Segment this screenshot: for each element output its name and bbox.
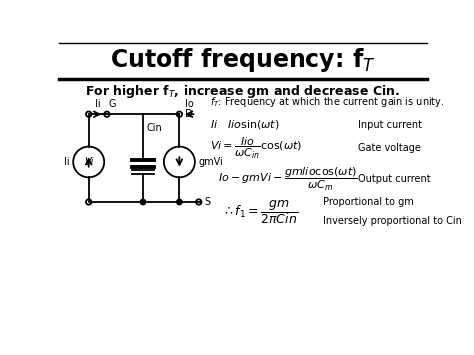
Circle shape (177, 199, 182, 205)
Text: Inversely proportional to Cin: Inversely proportional to Cin (323, 216, 462, 226)
Text: Ii: Ii (95, 99, 100, 109)
Circle shape (140, 199, 146, 205)
Text: $\mathit{Io} - \mathit{gmVi} - \dfrac{\mathit{gmlio}\cos(\omega t)}{\omega C_m}$: $\mathit{Io} - \mathit{gmVi} - \dfrac{\m… (218, 165, 358, 192)
Text: Cin: Cin (147, 124, 163, 133)
Text: $\therefore \mathit{f_1} = \dfrac{\mathit{gm}}{2\pi Cin}$: $\therefore \mathit{f_1} = \dfrac{\mathi… (222, 198, 298, 226)
Text: $\mathit{Ii}\quad \mathit{Iio}\sin(\omega t)$: $\mathit{Ii}\quad \mathit{Iio}\sin(\omeg… (210, 119, 280, 131)
Text: G: G (109, 99, 116, 109)
Text: Gate voltage: Gate voltage (357, 143, 420, 153)
Text: S: S (204, 197, 210, 207)
Text: Proportional to gm: Proportional to gm (323, 197, 413, 207)
Text: D: D (185, 109, 192, 119)
Text: Output current: Output current (357, 174, 430, 184)
Text: Io: Io (185, 99, 194, 109)
Text: $\mathit{Vi} = \dfrac{\mathit{Iio}}{\omega C_{in}}\cos(\omega t)$: $\mathit{Vi} = \dfrac{\mathit{Iio}}{\ome… (210, 136, 303, 161)
Text: Ii: Ii (64, 157, 70, 167)
Text: $f_T$: Frequency at which the current gain is unity.: $f_T$: Frequency at which the current ga… (210, 95, 445, 109)
Text: Cutoff frequency: f$_T$: Cutoff frequency: f$_T$ (110, 45, 376, 73)
Text: Vi: Vi (84, 157, 93, 167)
Text: Input current: Input current (357, 120, 422, 130)
Text: gmVi: gmVi (199, 157, 224, 167)
Text: For higher f$_{T}$, increase gm and decrease Cin.: For higher f$_{T}$, increase gm and decr… (85, 83, 401, 100)
